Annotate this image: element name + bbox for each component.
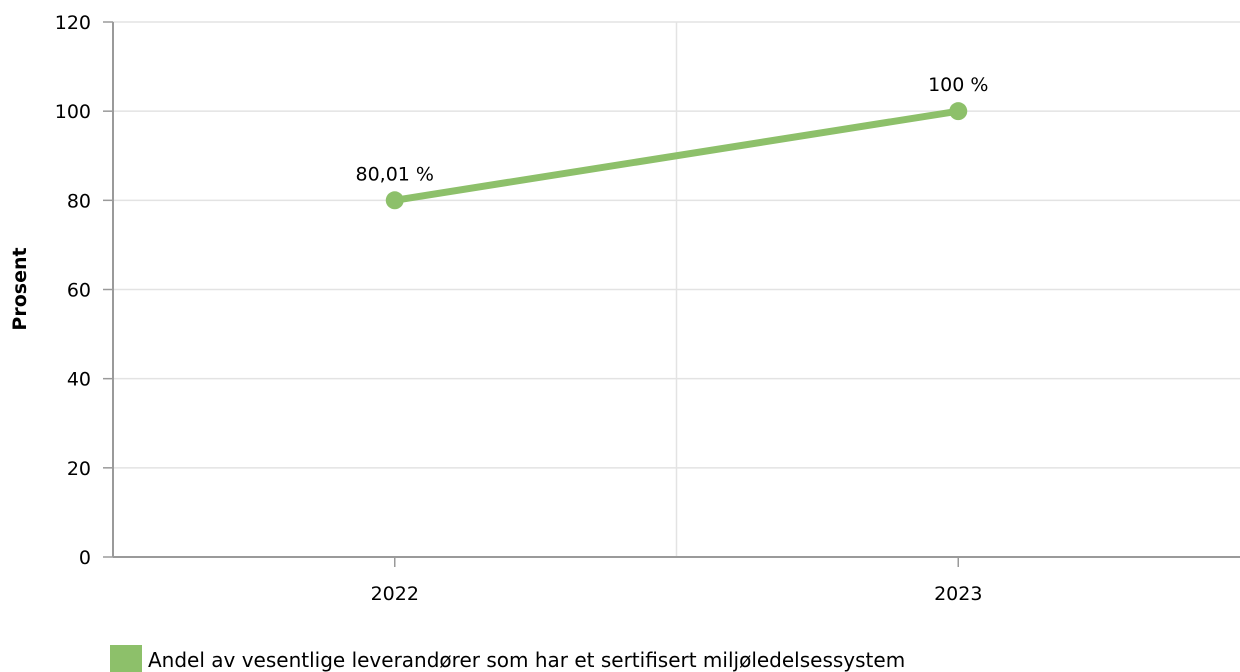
data-point [385, 191, 404, 210]
x-tick-label: 2023 [934, 583, 982, 605]
line-chart: 0 20 40 60 80 100 120 2022 2023 80,01 % 100 % Pr… [9, 12, 1240, 605]
data-label: 80,01 % [356, 163, 435, 185]
legend-swatch [110, 645, 142, 672]
y-tick-label: 80 [67, 190, 91, 212]
y-tick-label: 0 [79, 547, 91, 569]
legend-label: Andel av vesentlige leverandører som har… [148, 648, 906, 672]
y-tick-label: 120 [55, 12, 91, 34]
series: 80,01 % 100 % [356, 74, 988, 210]
data-label: 100 % [928, 74, 988, 96]
y-tick-label: 100 [55, 101, 91, 123]
y-tick-label: 60 [67, 280, 91, 302]
data-point [949, 102, 968, 121]
y-axis-ticks: 0 20 40 60 80 100 120 [55, 12, 113, 569]
series-line [391, 107, 962, 204]
y-tick-label: 40 [67, 369, 91, 391]
x-tick-label: 2022 [371, 583, 419, 605]
legend: Andel av vesentlige leverandører som har… [110, 645, 905, 672]
x-axis-ticks: 2022 2023 [371, 557, 982, 605]
y-axis-title: Prosent [9, 247, 31, 330]
grid-lines [113, 21, 1240, 557]
y-tick-label: 20 [67, 458, 91, 480]
